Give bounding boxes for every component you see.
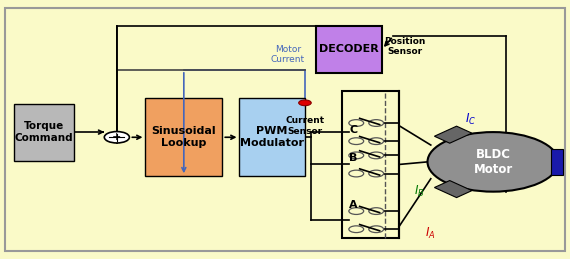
Circle shape (104, 132, 129, 143)
Text: PWM
Modulator: PWM Modulator (240, 126, 304, 148)
Polygon shape (434, 126, 472, 143)
Circle shape (349, 152, 364, 159)
Text: A: A (349, 200, 358, 210)
Text: $I_A$: $I_A$ (425, 226, 435, 241)
Circle shape (299, 100, 311, 106)
Circle shape (369, 208, 384, 214)
Text: $I_B$: $I_B$ (414, 184, 424, 199)
Text: +: + (112, 132, 121, 142)
Text: BLDC
Motor: BLDC Motor (474, 148, 512, 176)
Circle shape (349, 138, 364, 145)
Circle shape (369, 138, 384, 145)
Circle shape (428, 132, 559, 192)
Text: B: B (349, 153, 358, 163)
Text: Current
Sensor: Current Sensor (286, 117, 324, 136)
Circle shape (369, 152, 384, 159)
FancyBboxPatch shape (239, 98, 305, 176)
Circle shape (369, 170, 384, 177)
FancyBboxPatch shape (342, 91, 399, 238)
Text: Motor
Current: Motor Current (271, 45, 305, 64)
Circle shape (349, 208, 364, 214)
Circle shape (369, 120, 384, 126)
Circle shape (349, 120, 364, 126)
Text: Torque
Command: Torque Command (15, 121, 74, 143)
FancyBboxPatch shape (551, 149, 563, 175)
Text: DECODER: DECODER (319, 44, 379, 54)
Text: Position
Sensor: Position Sensor (384, 37, 425, 56)
Circle shape (349, 170, 364, 177)
Text: $I_C$: $I_C$ (465, 112, 476, 127)
FancyBboxPatch shape (316, 26, 382, 73)
Circle shape (349, 226, 364, 233)
FancyBboxPatch shape (145, 98, 222, 176)
Polygon shape (434, 181, 472, 198)
FancyBboxPatch shape (5, 8, 565, 251)
Text: Sinusoidal
Lookup: Sinusoidal Lookup (152, 126, 216, 148)
Circle shape (369, 226, 384, 233)
FancyBboxPatch shape (14, 104, 74, 161)
Text: C: C (349, 125, 357, 134)
